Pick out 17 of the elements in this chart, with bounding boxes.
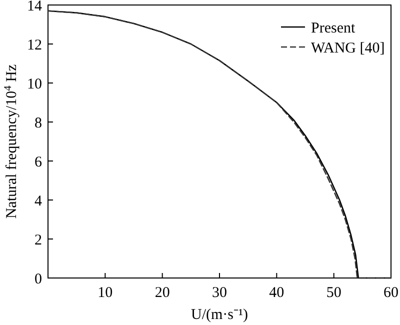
x-tick-label: 10	[98, 285, 113, 301]
y-tick-label: 6	[34, 154, 42, 170]
y-tick-label: 2	[34, 232, 42, 248]
y-tick-label: 0	[34, 271, 42, 288]
x-tick-label: 20	[154, 285, 170, 301]
x-tick-label: 40	[269, 285, 284, 301]
y-tick-label: 4	[34, 193, 42, 210]
x-axis-title: U/(m·s⁻¹)	[191, 307, 248, 323]
y-tick-label: 10	[27, 76, 42, 92]
y-tick-label: 8	[34, 115, 42, 132]
x-tick-label: 50	[326, 285, 342, 301]
x-tick-label: 30	[212, 285, 227, 301]
y-tick-label: 14	[27, 0, 42, 14]
x-tick-label: 60	[384, 285, 398, 301]
y-tick-label: 12	[27, 37, 42, 54]
legend-label: Present	[311, 20, 356, 36]
legend-label: WANG [40]	[311, 40, 385, 56]
